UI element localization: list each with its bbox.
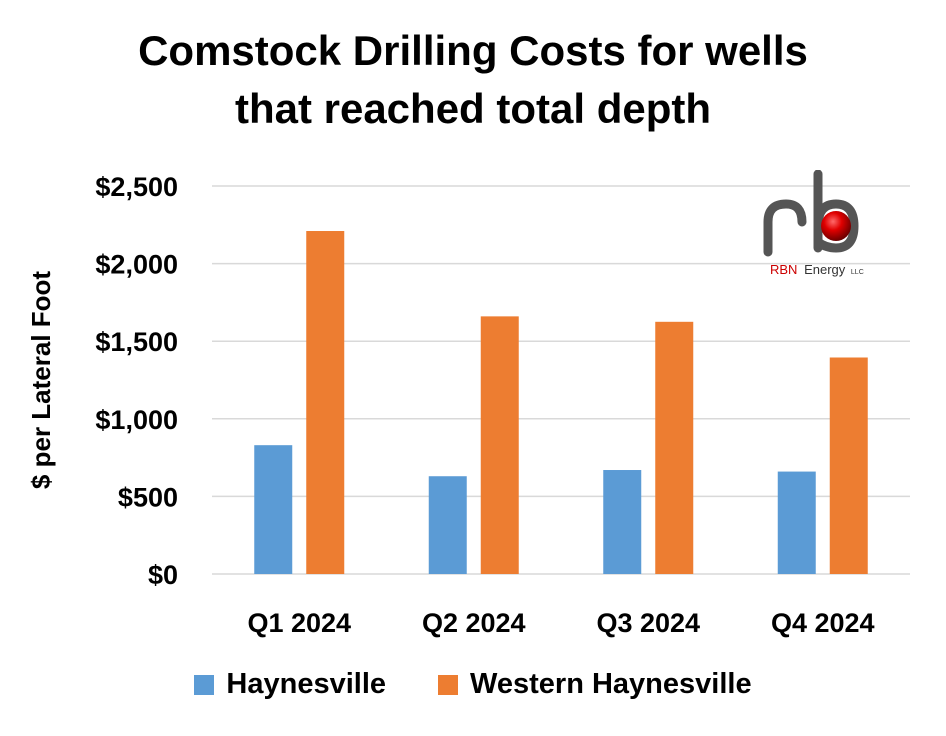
legend-label-western-haynesville: Western Haynesville (470, 668, 752, 700)
bar-haynesville (603, 470, 642, 574)
bar-haynesville (777, 471, 816, 574)
bar-haynesville (428, 476, 467, 574)
bar-western-haynesville (480, 316, 519, 574)
y-axis-title: $ per Lateral Foot (26, 271, 56, 489)
bar-western-haynesville (306, 231, 345, 574)
svg-text:RBN Energy LLC: RBN Energy LLC (770, 262, 864, 277)
y-tick-label: $1,500 (95, 327, 178, 357)
x-tick-label: Q1 2024 (247, 608, 351, 638)
legend: Haynesville Western Haynesville (0, 668, 946, 701)
logo-text-suffix: LLC (851, 269, 864, 276)
y-tick-label: $2,500 (95, 172, 178, 202)
x-tick-label: Q2 2024 (422, 608, 526, 638)
legend-swatch-haynesville (194, 674, 215, 695)
x-tick-label: Q3 2024 (596, 608, 700, 638)
bar-western-haynesville (655, 321, 694, 574)
bars (254, 231, 868, 574)
legend-swatch-western-haynesville (438, 674, 459, 695)
y-tick-label: $1,000 (95, 405, 178, 435)
y-tick-label: $0 (148, 560, 178, 590)
y-tick-label: $2,000 (95, 250, 178, 280)
x-tick-label: Q4 2024 (771, 608, 875, 638)
bar-haynesville (254, 445, 293, 574)
legend-item-haynesville: Haynesville (194, 668, 386, 701)
logo-text-secondary: Energy (804, 262, 846, 277)
chart-title-line-1: Comstock Drilling Costs for wells (138, 27, 808, 74)
y-tick-label: $500 (118, 482, 178, 512)
chart-title: Comstock Drilling Costs for wells that r… (0, 22, 946, 138)
chart-title-line-2: that reached total depth (234, 85, 712, 132)
rbn-energy-logo: RBN Energy LLC (750, 169, 870, 282)
legend-item-western-haynesville: Western Haynesville (438, 668, 752, 701)
y-tick-labels: $0 $500 $1,000 $1,500 $2,000 $2,500 (95, 172, 178, 590)
logo-text-main: RBN (770, 262, 797, 277)
x-tick-labels: Q1 2024 Q2 2024 Q3 2024 Q4 2024 (247, 608, 874, 638)
legend-label-haynesville: Haynesville (226, 668, 387, 700)
bar-western-haynesville (829, 357, 868, 574)
